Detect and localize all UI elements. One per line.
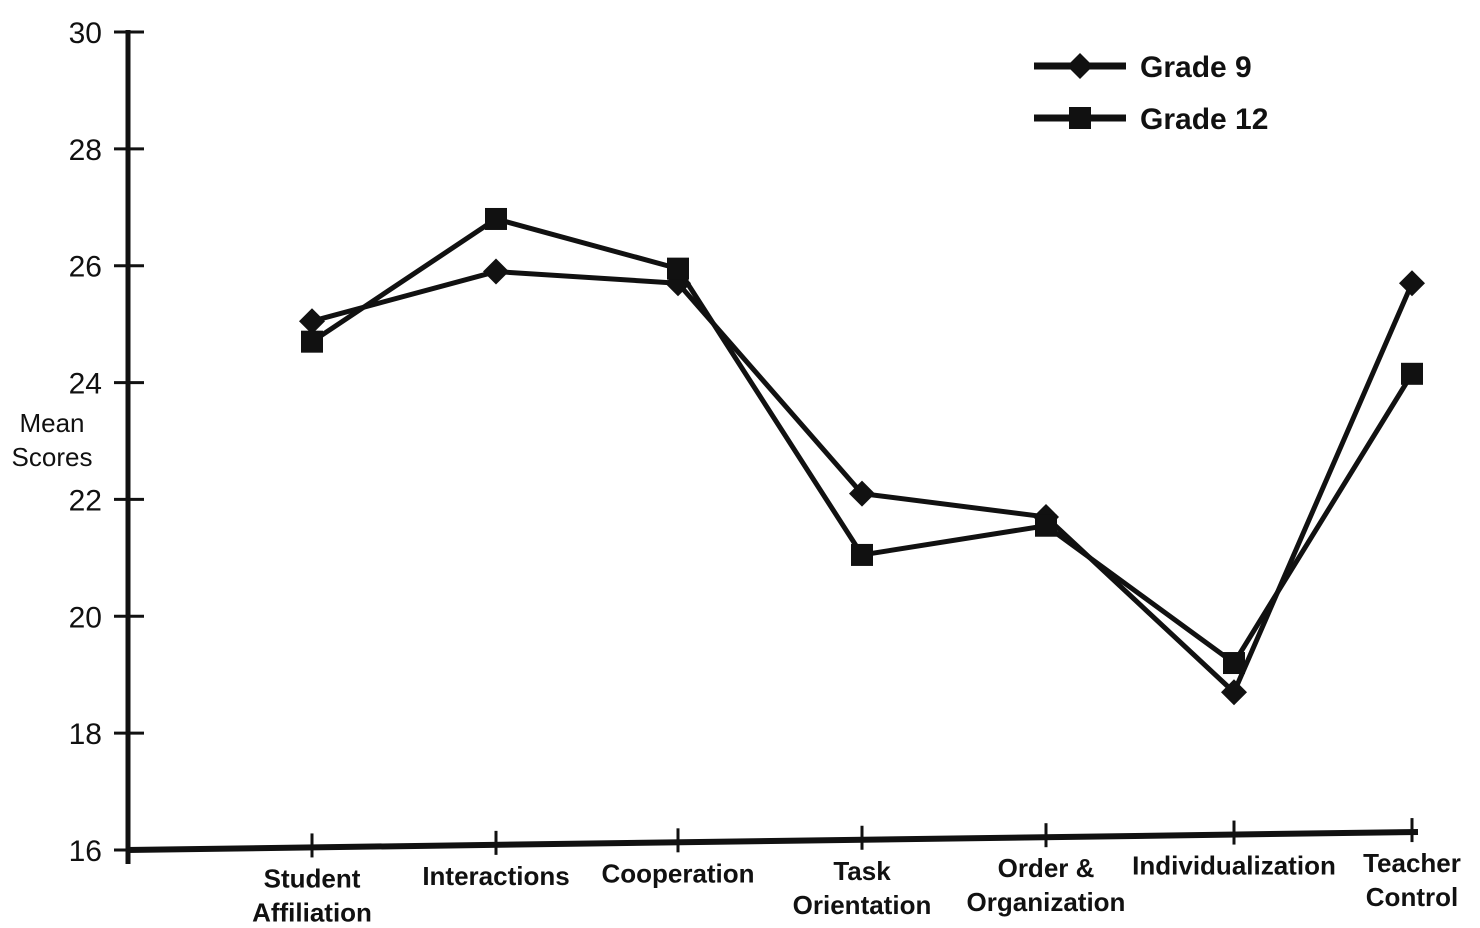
legend-marker-diamond — [1067, 53, 1093, 79]
legend-item: Grade 12 — [1034, 103, 1268, 136]
y-ticks: 16 18 20 22 24 26 28 30 — [69, 17, 144, 868]
data-point-square — [485, 207, 507, 230]
data-point-square — [851, 543, 873, 566]
x-category-label: Cooperation — [601, 858, 754, 888]
x-category-label: Student Affiliation — [252, 863, 372, 927]
x-category-label: Teacher Control — [1363, 848, 1461, 912]
series-grade-9 — [299, 258, 1425, 706]
x-axis-line — [125, 829, 1419, 853]
axes — [125, 30, 1419, 864]
x-category-label: Order & Organization — [967, 853, 1126, 917]
data-point-diamond — [299, 308, 325, 335]
legend-label: Grade 12 — [1140, 103, 1268, 136]
data-point-square — [667, 257, 689, 280]
legend-marker-square — [1069, 107, 1091, 129]
y-axis-title-line: Mean — [19, 408, 84, 438]
y-tick-label: 30 — [69, 17, 102, 50]
x-category-label: Interactions — [422, 861, 569, 891]
y-tick-label: 20 — [69, 601, 102, 634]
y-tick-label: 26 — [69, 251, 102, 284]
data-point-diamond — [483, 258, 509, 285]
x-category-labels: Student Affiliation Interactions Cooperatio… — [252, 818, 1461, 927]
series-line — [310, 216, 1415, 666]
data-point-square — [1035, 514, 1057, 537]
x-category-label: Individualization — [1132, 851, 1336, 881]
legend-label: Grade 9 — [1140, 51, 1252, 84]
data-point-diamond — [849, 480, 875, 507]
series-grade-12 — [301, 207, 1423, 675]
series-group — [299, 207, 1425, 706]
y-tick-label: 24 — [69, 368, 102, 401]
y-tick-label: 18 — [69, 718, 102, 751]
data-point-diamond — [1221, 679, 1247, 706]
legend: Grade 9 Grade 12 — [1034, 51, 1268, 136]
y-tick-label: 16 — [69, 835, 102, 868]
data-point-square — [1401, 362, 1423, 385]
y-axis-title-line: Scores — [12, 442, 93, 472]
data-point-square — [301, 330, 323, 353]
data-point-square — [1223, 652, 1245, 675]
y-tick-label: 28 — [69, 134, 102, 167]
y-axis-title: Mean Scores — [12, 408, 93, 472]
data-point-diamond — [1399, 270, 1425, 297]
y-tick-label: 22 — [69, 484, 102, 517]
x-category-label: Task Orientation — [793, 856, 932, 920]
legend-item: Grade 9 — [1034, 51, 1252, 84]
